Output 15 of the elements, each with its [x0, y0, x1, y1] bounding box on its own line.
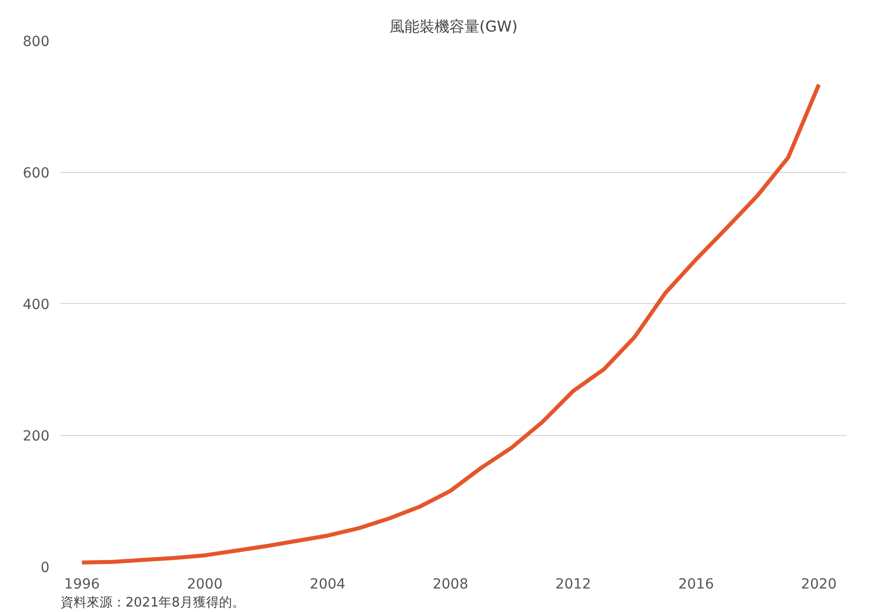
line-series: [80, 82, 821, 565]
x-tick-label: 2000: [186, 576, 223, 592]
y-tick-label: 400: [22, 297, 50, 313]
x-tick-label: 2016: [678, 576, 714, 592]
x-tick-label: 1996: [64, 576, 100, 592]
x-tick-label: 2004: [310, 576, 346, 592]
y-tick-label: 0: [40, 560, 50, 576]
chart-title: 風能裝機容量(GW): [389, 18, 518, 36]
source-note: 資料來源：2021年8月獲得的。: [60, 596, 245, 610]
x-tick-label: 2012: [555, 576, 592, 592]
x-tick-label: 2008: [432, 576, 468, 592]
y-tick-label: 800: [22, 34, 50, 50]
y-tick-label: 600: [22, 166, 50, 182]
x-tick-label: 2020: [801, 576, 837, 592]
y-tick-label: 200: [22, 428, 50, 444]
